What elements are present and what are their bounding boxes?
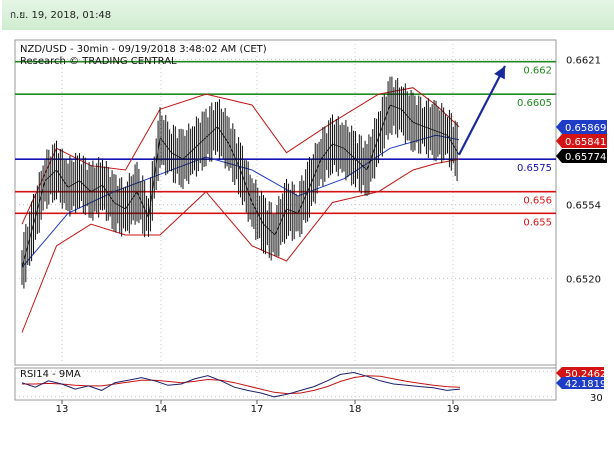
level-label: 0.655	[523, 217, 552, 228]
rsi-ma-line	[22, 375, 461, 395]
rsi-tag	[556, 377, 604, 389]
x-tick-label: 13	[56, 404, 69, 415]
support-resistance-levels: 0.662 0.6605 0.6575 0.656 0.655	[15, 60, 556, 228]
price-tag	[556, 120, 607, 134]
rsi-tag-label: 50.2462	[565, 369, 606, 380]
lower-band-line	[21, 158, 460, 333]
main-plot-frame	[14, 39, 557, 366]
level-label: 0.6575	[517, 163, 552, 174]
price-tag-label: 0.65869	[565, 123, 606, 134]
rsi-tag	[556, 367, 604, 379]
grid	[15, 40, 556, 400]
forecast-arrow-head	[494, 66, 505, 80]
y-tick-label: 0.6621	[566, 56, 601, 67]
timestamp-bar: ก.ย. 19, 2018, 01:48	[2, 0, 614, 30]
x-tick-label: 19	[447, 404, 460, 415]
level-label: 0.662	[523, 66, 552, 77]
y-tick-label: 0.6554	[566, 201, 601, 212]
series-layer	[21, 65, 506, 333]
y-tick-label: 0.6520	[566, 274, 601, 285]
rsi-tick-label: 30	[590, 393, 603, 404]
symbol-title: NZD/USD - 30min - 09/19/2018 3:48:02 AM …	[20, 44, 267, 55]
x-tick-label: 18	[349, 404, 362, 415]
x-tick-label: 14	[155, 404, 168, 415]
rsi-title: RSI14 - 9MA	[20, 369, 81, 380]
level-label: 0.656	[523, 196, 552, 207]
forecast-arrow-shaft	[458, 65, 506, 156]
price-tag	[556, 134, 607, 148]
level-label: 0.6605	[517, 98, 552, 109]
axis-labels: 13 14 17 18 19 0.6621 0.6554 0.6520 0.65869 0.658…	[56, 56, 607, 415]
x-tick-label: 17	[251, 404, 264, 415]
rsi-plot-frame	[14, 367, 557, 401]
price-tag	[556, 149, 607, 163]
header-bar: ก.ย. 19, 2018, 01:48	[0, 0, 614, 34]
price-line	[21, 104, 460, 268]
timestamp-text: ก.ย. 19, 2018, 01:48	[10, 10, 112, 21]
price-tag-label: 0.65774	[565, 152, 606, 163]
price-tag-label: 0.65841	[565, 137, 606, 148]
research-credit: Research © TRADING CENTRAL	[20, 56, 177, 67]
rsi-tag-label: 42.1819	[565, 379, 606, 390]
rsi-line	[21, 371, 461, 398]
